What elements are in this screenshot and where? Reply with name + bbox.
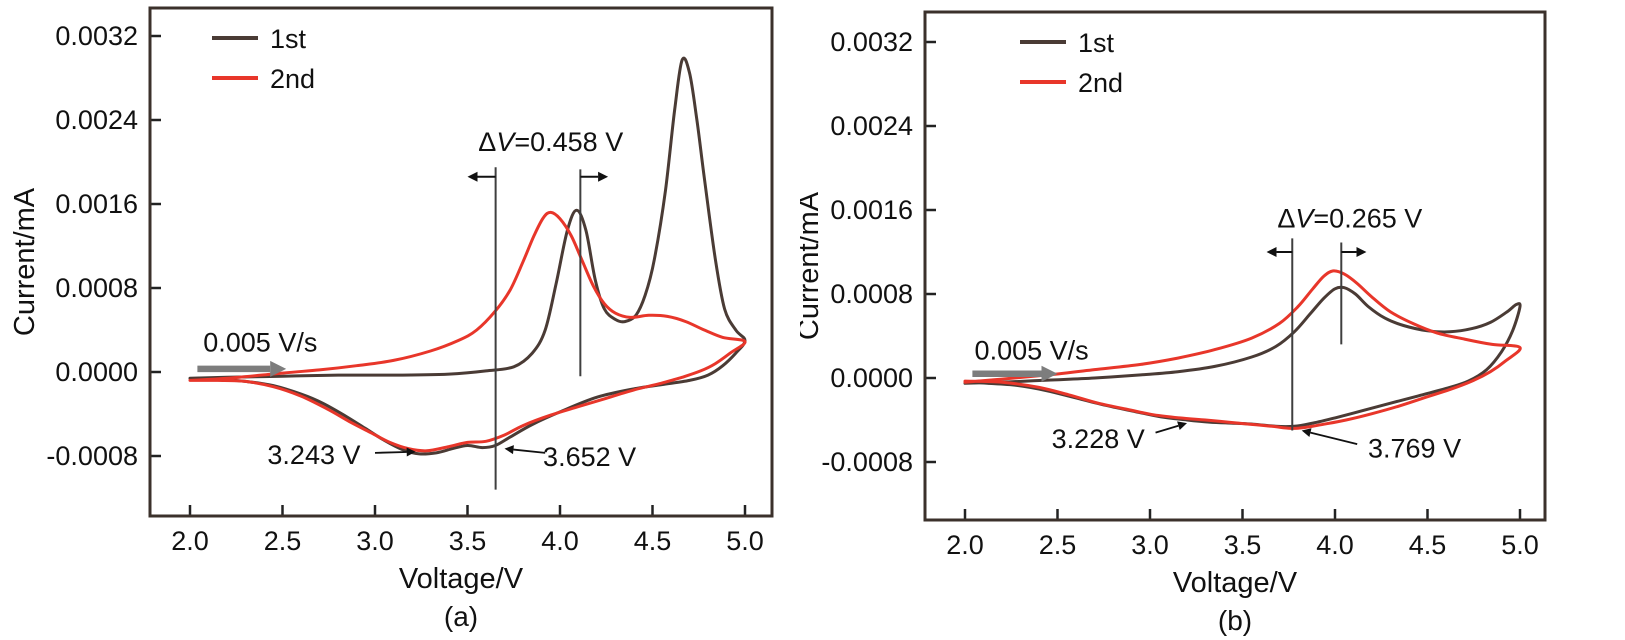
x-tick-label: 3.5 — [449, 526, 487, 556]
plot-border — [923, 10, 1547, 522]
peak-pointer-arrow — [1310, 431, 1358, 446]
delta-v-arrow-head — [467, 171, 478, 182]
x-tick-label: 4.5 — [1409, 530, 1447, 560]
y-tick-label: 0.0032 — [830, 27, 913, 57]
series-1st-curve — [188, 56, 747, 456]
plot-border — [148, 6, 774, 518]
x-tick-label: 3.0 — [356, 526, 394, 556]
chart-panel-b: 2.0 2.5 3.0 3.5 4.0 4.5 5.0 -0.0008 0.0000 0.0008… — [800, 10, 1547, 636]
x-axis-title: Voltage/V — [399, 563, 524, 595]
panel-label: (a) — [444, 601, 478, 632]
peak-voltage-label: 3.228 V — [1052, 424, 1145, 454]
y-axis-title: Current/mA — [9, 187, 41, 336]
y-tick-label: 0.0008 — [830, 279, 913, 309]
peak-pointer-arrow — [374, 451, 407, 454]
y-tick-label: 0.0024 — [830, 111, 913, 141]
peak-voltage-label: 3.243 V — [267, 440, 360, 470]
peak-pointer-arrow-head — [1177, 421, 1187, 430]
panel-label: (b) — [1218, 605, 1252, 636]
delta-v-label: ΔV=0.265 V — [1277, 203, 1422, 233]
x-tick-label: 3.0 — [1131, 530, 1169, 560]
legend-label-2nd: 2nd — [1078, 68, 1123, 98]
scan-rate-arrow-head — [270, 360, 287, 377]
delta-v-label: ΔV=0.458 V — [478, 127, 623, 157]
peak-pointer-arrow-head — [504, 445, 514, 455]
x-tick-label: 4.5 — [634, 526, 672, 556]
peak-voltage-label: 3.652 V — [543, 442, 636, 472]
chart-panel-a: 2.0 2.5 3.0 3.5 4.0 4.5 5.0 -0.0008 0.0000 0.0008… — [9, 6, 774, 632]
peak-pointer-arrow — [1155, 424, 1179, 434]
x-tick-label: 4.0 — [541, 526, 579, 556]
scan-rate-label: 0.005 V/s — [975, 336, 1089, 366]
x-tick-label: 2.0 — [171, 526, 209, 556]
peak-pointer-arrow-head — [406, 447, 416, 457]
series-2nd-curve — [963, 269, 1522, 430]
peak-pointer-arrow — [513, 448, 546, 454]
delta-v-arrow-head — [1266, 247, 1277, 257]
x-tick-label: 5.0 — [726, 526, 764, 556]
peak-pointer-arrow-head — [1301, 428, 1312, 437]
x-tick-label: 5.0 — [1501, 530, 1539, 560]
legend-label-2nd: 2nd — [270, 64, 315, 94]
scan-rate-label: 0.005 V/s — [203, 328, 317, 358]
delta-v-arrow-head — [1356, 247, 1367, 257]
y-tick-label: 0.0000 — [830, 363, 913, 393]
delta-v-arrow-head — [598, 171, 609, 182]
y-axis-title: Current/mA — [800, 191, 825, 340]
x-tick-label: 2.0 — [946, 530, 984, 560]
y-tick-label: 0.0016 — [55, 189, 138, 219]
x-tick-label: 2.5 — [1039, 530, 1077, 560]
x-axis-title: Voltage/V — [1173, 567, 1298, 599]
y-tick-label: 0.0032 — [55, 21, 138, 51]
y-tick-label: 0.0008 — [55, 273, 138, 303]
y-tick-label: -0.0008 — [46, 441, 138, 471]
y-tick-label: 0.0000 — [55, 357, 138, 387]
peak-voltage-label: 3.769 V — [1368, 433, 1461, 463]
x-tick-label: 4.0 — [1316, 530, 1354, 560]
scan-rate-arrow-head — [1041, 365, 1058, 382]
x-tick-label: 2.5 — [264, 526, 302, 556]
y-tick-label: -0.0008 — [821, 447, 913, 477]
legend-label-1st: 1st — [1078, 28, 1115, 58]
x-tick-label: 3.5 — [1224, 530, 1262, 560]
y-tick-label: 0.0024 — [55, 105, 138, 135]
legend-label-1st: 1st — [270, 24, 307, 54]
series-2nd-curve — [188, 210, 747, 453]
y-tick-label: 0.0016 — [830, 195, 913, 225]
